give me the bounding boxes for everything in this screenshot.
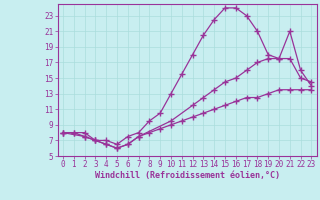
X-axis label: Windchill (Refroidissement éolien,°C): Windchill (Refroidissement éolien,°C): [95, 171, 280, 180]
